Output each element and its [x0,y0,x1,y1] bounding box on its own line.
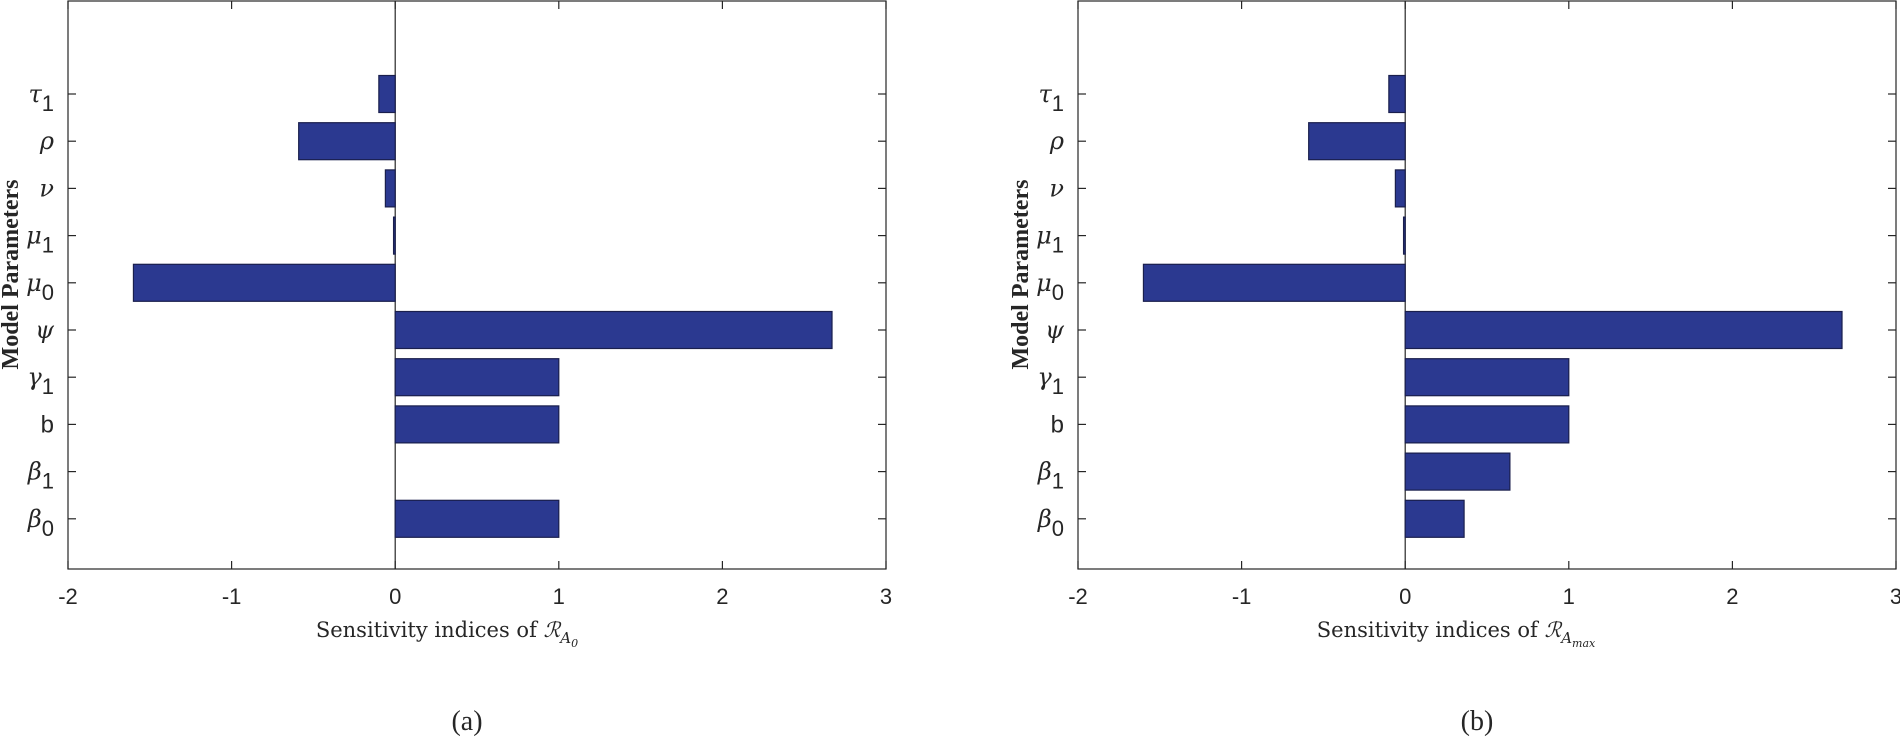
y-tick-label: μ1 [26,222,54,258]
y-tick-label: τ1 [28,80,54,116]
bar [1404,405,1570,444]
x-tick-label: 2 [716,584,728,609]
bar [1404,358,1570,397]
x-tick-label: 0 [389,584,401,609]
x-tick-label: -1 [1232,584,1252,609]
y-tick-label: μ0 [1036,269,1064,305]
plot-area-frame [1077,0,1897,570]
chart-panel-b: -2 -1 0 1 2 3 τ1 ρν μ1 μ0 ψ γ1 b β1 β0 Sensitivity indi… [1008,0,1900,737]
x-tick-label: -2 [1068,584,1088,609]
bar [1402,216,1406,255]
bar [1142,263,1406,302]
bar [1388,74,1406,114]
x-axis-label: Sensitivity indices of ℛAmax [1317,618,1596,650]
y-axis-label: Model Parameters [1008,180,1034,370]
y-tick-label: β0 [1037,505,1064,541]
bar [378,74,396,114]
bar [392,216,396,255]
y-tick-label: μ1 [1036,222,1064,258]
y-tick-label: β0 [27,505,54,541]
bar [384,169,396,208]
bar [1404,499,1465,538]
panel-label: (b) [1461,706,1494,737]
y-axis-label: Model Parameters [0,180,24,370]
y-tick-label: γ1 [27,363,54,399]
y-tick-label: ψ [1045,316,1065,344]
bar [132,263,396,302]
y-tick-label: μ0 [26,269,54,305]
x-tick-label: -1 [222,584,242,609]
panel-label: (a) [451,706,482,737]
y-tick-label: ψ [35,316,55,344]
bar [298,122,396,161]
plot-area-frame [67,0,887,570]
bar [394,358,560,397]
x-tick-label: 1 [1563,584,1575,609]
y-tick-label: ρ [39,127,54,155]
y-tick-label: τ1 [1038,80,1064,116]
chart-panel-a: -2 -1 0 1 2 3 τ1 ρν μ1 μ0 ψ γ1 b β1 β0 Sensitivity indi… [0,0,892,737]
bar [1404,452,1511,491]
x-tick-label: 3 [880,584,892,609]
y-tick-label: ρ [1049,127,1064,155]
x-tick-label: 0 [1399,584,1411,609]
bar [394,310,833,350]
y-tick-label: β1 [1037,458,1064,494]
y-tick-label: b [41,411,54,438]
y-tick-label: ν [39,174,54,202]
bar [1404,310,1843,350]
x-axis-label: Sensitivity indices of ℛA0 [316,618,578,650]
bar [1308,122,1406,161]
y-tick-label: b [1051,411,1064,438]
x-tick-label: 1 [553,584,565,609]
bar [394,405,560,444]
x-tick-label: 2 [1726,584,1738,609]
x-tick-label: -2 [58,584,78,609]
x-tick-label: 3 [1890,584,1900,609]
y-tick-label: γ1 [1037,363,1064,399]
y-tick-label: β1 [27,458,54,494]
bar [1394,169,1406,208]
y-tick-label: ν [1049,174,1064,202]
bar [394,499,560,538]
